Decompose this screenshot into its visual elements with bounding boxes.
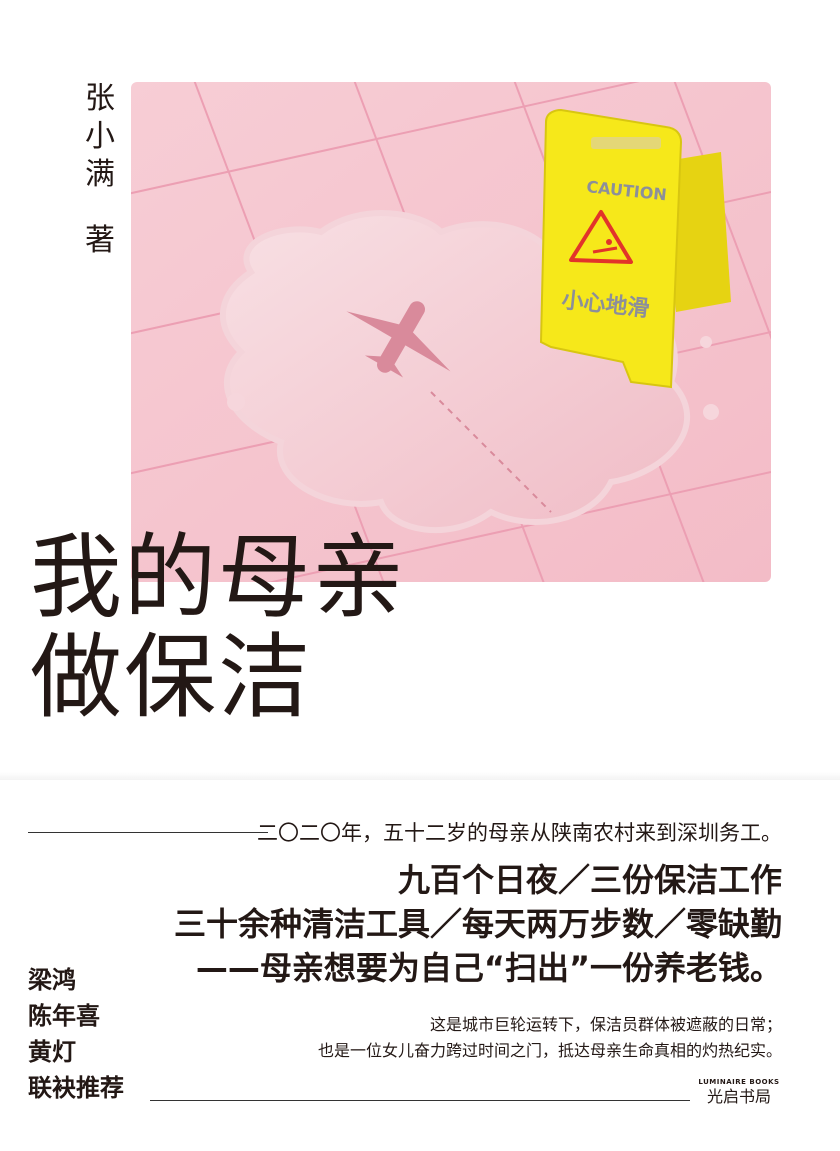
water-drop (703, 404, 719, 420)
book-title: 我的母亲 做保洁 (30, 528, 406, 728)
author-name: 张 小 满 著 (80, 80, 120, 260)
cover-illustration: CAUTION 小心地滑 (131, 82, 771, 582)
title-line: 做保洁 (30, 624, 313, 731)
recommender: 陈年喜 (28, 1002, 100, 1030)
divider-line (150, 1100, 690, 1101)
title-line: 我的母亲 (30, 524, 407, 631)
recommend-label: 联袂推荐 (28, 1074, 124, 1102)
publisher-zh: 光启书局 (706, 1087, 771, 1106)
cover-illustration-svg: CAUTION 小心地滑 (131, 82, 771, 582)
recommenders: 梁鸿 陈年喜 黄灯 联袂推荐 (28, 962, 124, 1106)
divider-line (28, 832, 268, 833)
recommender: 梁鸿 (28, 966, 76, 994)
author-role: 著 (85, 223, 115, 258)
water-drop (227, 393, 245, 411)
author-char: 小 (85, 119, 115, 154)
author-char: 满 (85, 157, 115, 192)
intro-text: 二〇二〇年，五十二岁的母亲从陕南农村来到深圳务工。 (257, 821, 782, 845)
band-shadow (0, 772, 840, 782)
author-char: 张 (85, 81, 115, 116)
publisher-en: LUMINAIRE BOOKS (698, 1078, 780, 1086)
recommender: 黄灯 (28, 1038, 76, 1066)
water-drop (700, 336, 712, 348)
author-gap (80, 194, 120, 222)
caution-sign: CAUTION 小心地滑 (539, 108, 731, 389)
headline-line: 三十余种清洁工具／每天两万步数／零缺勤 (173, 905, 782, 943)
headline-line: ——母亲想要为自己“扫出”一份养老钱。 (195, 949, 782, 987)
description-line: 也是一位女儿奋力跨过时间之门，抵达母亲生命真相的灼热纪实。 (317, 1041, 782, 1060)
description-line: 这是城市巨轮运转下，保洁员群体被遮蔽的日常； (429, 1015, 782, 1034)
description: 这是城市巨轮运转下，保洁员群体被遮蔽的日常； 也是一位女儿奋力跨过时间之门，抵达… (318, 1012, 782, 1064)
flight-path (430, 391, 552, 513)
blurb-band (0, 780, 840, 1151)
publisher-logo: LUMINAIRE BOOKS 光启书局 (698, 1078, 780, 1107)
headline-line: 九百个日夜／三份保洁工作 (397, 861, 782, 899)
headline: 九百个日夜／三份保洁工作 三十余种清洁工具／每天两万步数／零缺勤 ——母亲想要为… (174, 858, 782, 990)
